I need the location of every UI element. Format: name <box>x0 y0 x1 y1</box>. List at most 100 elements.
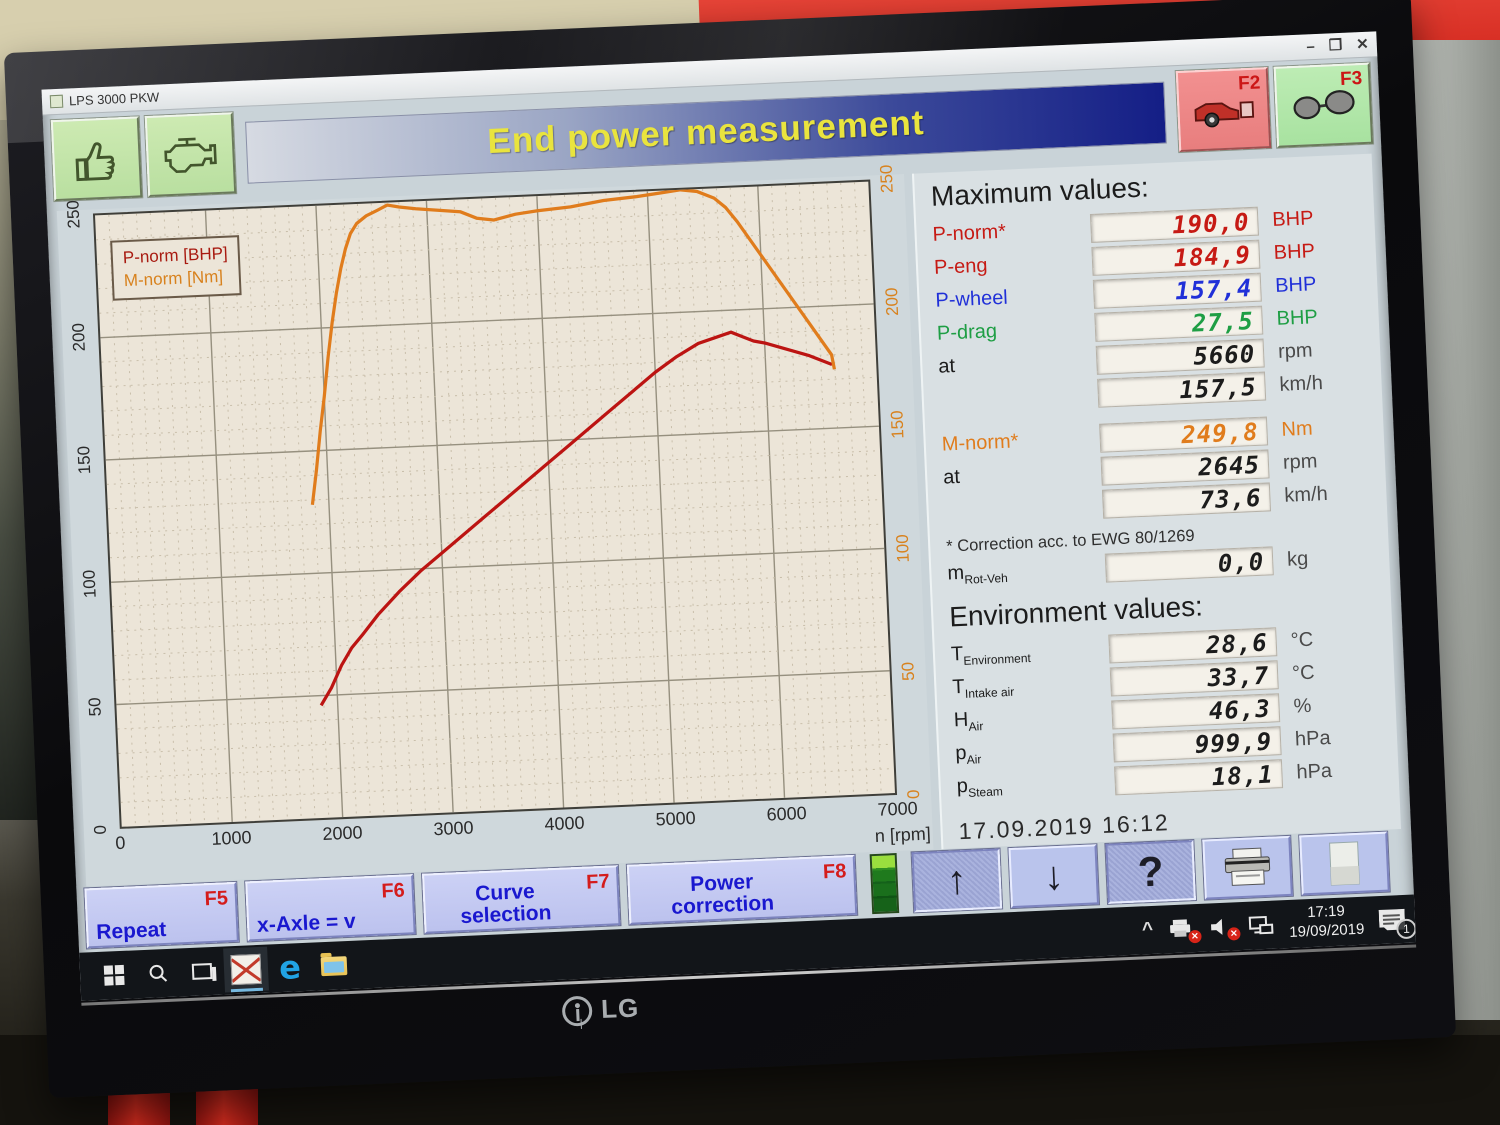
repeat-button[interactable]: Repeat F5 <box>84 881 239 949</box>
lps-app-taskbar-icon[interactable] <box>223 946 269 993</box>
value-label: mRot-Veh <box>946 561 1009 587</box>
up-arrow-button[interactable]: ↑ <box>911 848 1003 913</box>
value-label: at <box>937 355 956 378</box>
value-unit: BHP <box>1273 240 1316 264</box>
value-unit: hPa <box>1294 726 1332 751</box>
y-tick-label: 50 <box>85 696 105 717</box>
windows-start-icon[interactable] <box>91 952 137 998</box>
volume-muted-icon[interactable]: ✕ <box>1209 916 1241 941</box>
engine-icon <box>164 137 217 173</box>
value-unit: hPa <box>1295 759 1333 784</box>
rollers-icon <box>1293 89 1355 119</box>
value-digits: 5660 <box>1192 339 1256 371</box>
values-panel: Maximum values: P-norm* 190,0 BHP P-eng 184,… <box>911 153 1402 850</box>
p-norm-curve <box>319 330 833 707</box>
tray-date: 19/09/2019 <box>1288 920 1365 941</box>
value-digits: 0,0 <box>1217 547 1265 578</box>
x-tick-label: 0 <box>114 832 126 854</box>
value-label: P-eng <box>933 254 988 279</box>
button-label: Repeat <box>95 917 167 944</box>
value-digits: 33,7 <box>1206 661 1270 692</box>
value-digits: 73,6 <box>1199 483 1263 514</box>
file-explorer-icon[interactable] <box>311 943 357 989</box>
value-digits: 157,5 <box>1178 372 1258 404</box>
value-box: 184,9 <box>1091 239 1261 276</box>
value-unit: % <box>1293 694 1312 718</box>
value-label: TIntake air <box>951 675 1015 701</box>
maximum-values-rows: P-norm* 190,0 BHP P-eng 184,9 BHP P-wheel 157,4… <box>932 200 1373 527</box>
app-window-icon <box>49 94 64 109</box>
button-label: Power correction <box>670 870 775 919</box>
value-digits: 999,9 <box>1194 727 1273 759</box>
edge-browser-icon[interactable]: e <box>278 948 302 988</box>
network-icon[interactable] <box>1248 915 1275 936</box>
value-label: pAir <box>954 741 982 767</box>
header: End power measurement F2 F3 <box>43 57 1382 205</box>
printer-error-badge: ✕ <box>1188 929 1202 944</box>
f3-rollers-button[interactable]: F3 <box>1273 62 1374 148</box>
value-box: 157,4 <box>1092 272 1262 309</box>
printer-error-tray-icon[interactable]: ✕ <box>1168 917 1202 944</box>
print-button[interactable] <box>1202 835 1293 900</box>
close-icon[interactable]: ✕ <box>1355 35 1370 54</box>
y-tick-label: 250 <box>876 164 897 194</box>
lg-mark-icon <box>561 994 593 1027</box>
value-digits: 18,1 <box>1211 760 1275 791</box>
car-dyno-icon <box>1194 100 1255 127</box>
notification-center-icon[interactable]: 1 <box>1379 908 1416 939</box>
value-unit: kg <box>1286 547 1309 571</box>
maximize-icon[interactable]: ❒ <box>1328 36 1343 55</box>
help-icon: ? <box>1136 847 1165 896</box>
y-tick-label: 50 <box>898 661 919 682</box>
search-icon[interactable] <box>135 950 181 996</box>
y-tick-label: 200 <box>68 322 89 352</box>
value-label: HAir <box>953 708 984 734</box>
value-unit: km/h <box>1279 371 1324 396</box>
value-unit: km/h <box>1283 482 1329 507</box>
down-arrow-icon: ↓ <box>1042 853 1065 899</box>
task-view-icon[interactable] <box>179 948 225 994</box>
lg-logo: LG <box>561 992 640 1027</box>
value-label: M-norm* <box>941 430 1019 456</box>
value-box: 27,5 <box>1094 305 1264 342</box>
y-tick-label: 200 <box>881 287 903 317</box>
y-tick-label: 100 <box>892 533 913 563</box>
chart-legend: P-norm [BHP] M-norm [Nm] <box>110 235 242 301</box>
value-box: 73,6 <box>1101 482 1272 519</box>
value-box: 249,8 <box>1099 416 1269 453</box>
value-unit: °C <box>1290 628 1314 652</box>
lg-monitor: LPS 3000 PKW – ❒ ✕ <box>3 0 1457 1099</box>
tray-clock[interactable]: 17:19 19/09/2019 <box>1288 902 1365 943</box>
x-tick-label: 4000 <box>544 812 585 835</box>
button-label: x-Axle = v <box>256 909 357 937</box>
curve-selection-button[interactable]: Curve selection F7 <box>422 865 621 934</box>
value-digits: 46,3 <box>1208 694 1272 725</box>
value-box: 28,6 <box>1108 627 1278 664</box>
ok-thumbs-up-button[interactable] <box>50 116 143 202</box>
value-label: at <box>942 465 961 489</box>
x-axle-v-button[interactable]: x-Axle = v F6 <box>245 874 416 942</box>
screen: LPS 3000 PKW – ❒ ✕ <box>41 31 1416 1001</box>
value-box: 157,5 <box>1097 371 1267 408</box>
down-arrow-button[interactable]: ↓ <box>1008 844 1100 909</box>
page-preview-button[interactable] <box>1299 831 1390 896</box>
help-button[interactable]: ? <box>1105 840 1196 904</box>
power-correction-button[interactable]: Power correction F8 <box>626 854 858 925</box>
value-box: 999,9 <box>1112 726 1282 763</box>
value-unit: Nm <box>1281 417 1314 441</box>
engine-button[interactable] <box>144 112 237 198</box>
fkey-label: F5 <box>204 887 229 911</box>
plot-area: P-norm [BHP] M-norm [Nm] <box>92 179 898 829</box>
f2-dyno-button[interactable]: F2 <box>1175 67 1272 153</box>
value-label <box>940 393 1098 400</box>
windows-taskbar: e ^ ✕ ✕ <box>79 894 1416 1001</box>
value-box: 33,7 <box>1109 660 1279 697</box>
notification-count-badge: 1 <box>1395 917 1416 939</box>
value-unit: BHP <box>1274 273 1317 297</box>
y-tick-label: 100 <box>79 568 100 599</box>
minimize-icon[interactable]: – <box>1306 38 1316 56</box>
tray-chevron-icon[interactable]: ^ <box>1141 918 1154 941</box>
f2-key-label: F2 <box>1237 72 1261 95</box>
x-tick-label: 6000 <box>766 802 808 825</box>
